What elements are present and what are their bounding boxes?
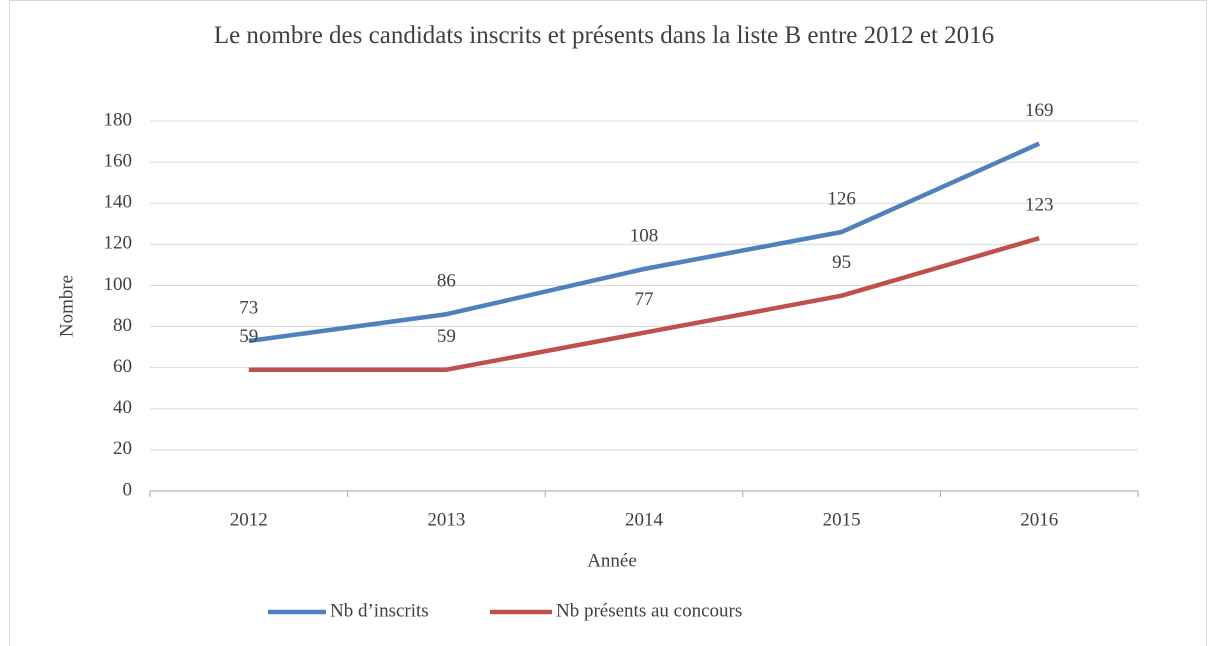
legend-label: Nb présents au concours xyxy=(556,600,742,621)
data-label: 86 xyxy=(437,271,456,292)
x-tick-label: 2012 xyxy=(230,509,268,530)
chart-title: Le nombre des candidats inscrits et prés… xyxy=(213,22,995,49)
y-tick-label: 20 xyxy=(113,438,132,459)
y-tick-label: 120 xyxy=(104,233,133,254)
data-label: 108 xyxy=(630,225,659,246)
y-tick-label: 180 xyxy=(104,109,133,130)
data-label: 59 xyxy=(239,326,258,347)
data-label: 126 xyxy=(827,188,856,209)
y-tick-label: 100 xyxy=(104,274,133,295)
x-tick-label: 2013 xyxy=(427,509,465,530)
data-label: 95 xyxy=(832,252,851,273)
x-tick-label: 2015 xyxy=(823,509,861,530)
series-line xyxy=(248,141,1041,344)
y-axis-label: Nombre xyxy=(56,275,77,337)
x-tick-label: 2016 xyxy=(1020,509,1058,530)
y-tick-label: 80 xyxy=(113,315,132,336)
x-axis-label: Année xyxy=(587,550,637,571)
data-label: 73 xyxy=(239,297,258,318)
y-tick-label: 0 xyxy=(123,479,133,500)
data-label: 59 xyxy=(437,326,456,347)
series-line xyxy=(248,236,1040,372)
y-tick-label: 60 xyxy=(113,356,132,377)
y-tick-label: 40 xyxy=(113,397,132,418)
y-tick-label: 160 xyxy=(104,150,133,171)
data-label: 123 xyxy=(1025,195,1054,216)
chart-border xyxy=(9,0,1207,646)
legend-label: Nb d’inscrits xyxy=(330,600,429,621)
x-tick-label: 2014 xyxy=(625,509,664,530)
data-label: 77 xyxy=(635,289,654,310)
y-tick-label: 140 xyxy=(104,192,133,213)
data-label: 169 xyxy=(1025,100,1054,121)
